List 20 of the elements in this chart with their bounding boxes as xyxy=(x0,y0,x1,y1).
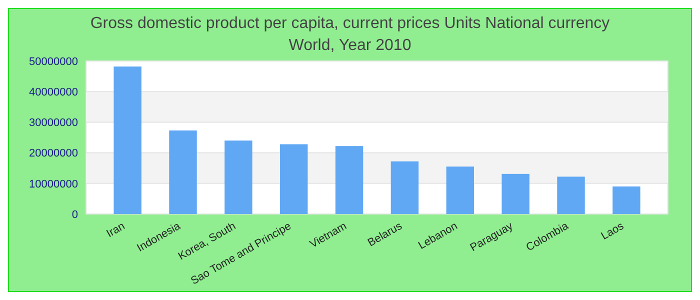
bar xyxy=(280,144,308,214)
bar xyxy=(502,174,530,214)
x-tick-label: Laos xyxy=(599,220,626,243)
x-tick-label: Iran xyxy=(104,220,128,240)
y-tick-label: 50000000 xyxy=(29,56,78,68)
bar xyxy=(114,66,142,214)
bar xyxy=(169,130,197,214)
y-tick-label: 10000000 xyxy=(29,178,78,190)
chart-title: Gross domestic product per capita, current prices Units National currency xyxy=(90,15,610,32)
bar xyxy=(557,176,585,214)
bar xyxy=(335,146,364,214)
y-tick-label: 0 xyxy=(72,208,78,221)
y-tick-label: 20000000 xyxy=(29,148,78,160)
y-tick-label: 40000000 xyxy=(29,86,78,98)
bar xyxy=(390,161,419,214)
chart-subtitle: World, Year 2010 xyxy=(288,37,412,54)
y-tick-label: 30000000 xyxy=(29,117,78,130)
bar xyxy=(612,186,640,214)
bar xyxy=(224,140,252,214)
bar xyxy=(446,166,474,214)
